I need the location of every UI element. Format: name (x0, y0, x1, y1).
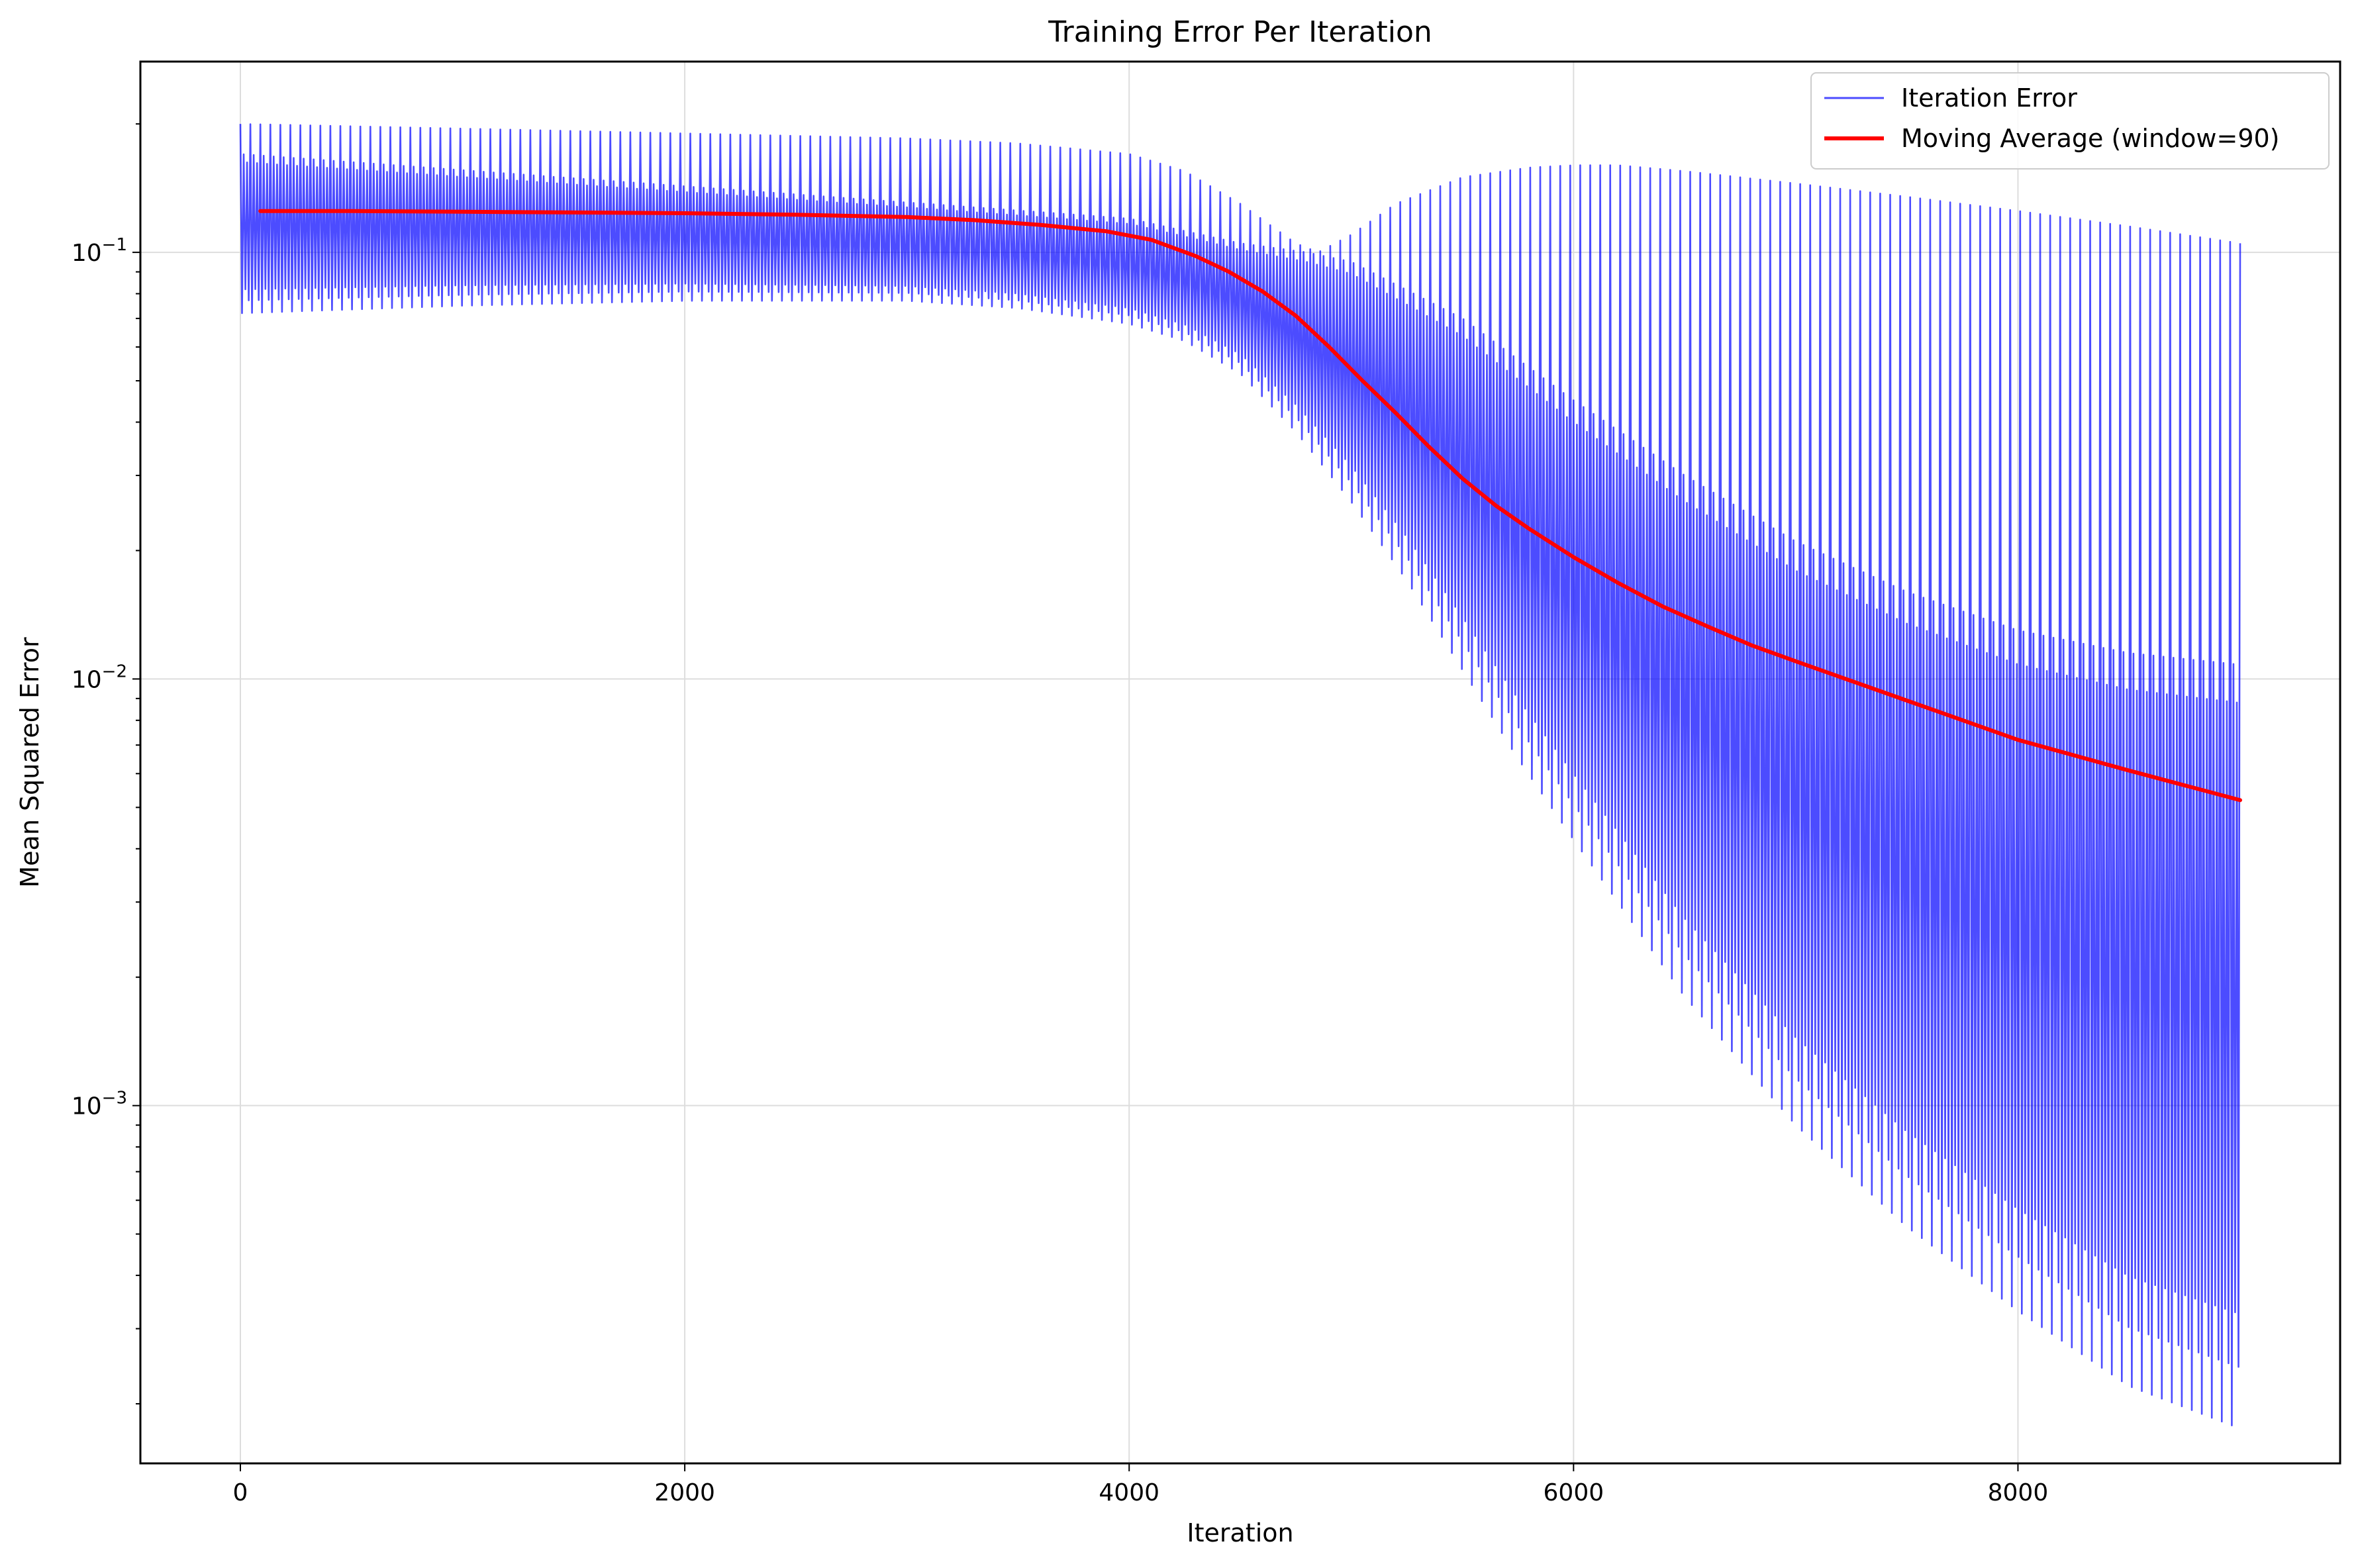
x-tick-label: 2000 (654, 1479, 715, 1506)
x-tick-label: 0 (233, 1479, 248, 1506)
x-tick-label: 6000 (1544, 1479, 1604, 1506)
legend-moving-average-label: Moving Average (window=90) (1901, 124, 2280, 153)
y-tick-exponent: −3 (102, 1089, 127, 1108)
moving-average-line (258, 209, 2242, 803)
series-layer (239, 123, 2242, 1426)
x-axis-label: Iteration (1187, 1518, 1293, 1547)
y-tick-label: 10−2 (72, 662, 127, 693)
plot-frame (139, 60, 2341, 1465)
y-axis-label: Mean Squared Error (15, 637, 44, 888)
legend-box (1810, 72, 2330, 170)
y-tick-exponent: −1 (102, 235, 127, 255)
x-tick-label: 4000 (1099, 1479, 1159, 1506)
x-tick-label: 8000 (1988, 1479, 2049, 1506)
chart-title: Training Error Per Iteration (1048, 15, 1432, 49)
y-tick-base: 10 (72, 1093, 102, 1120)
y-tick-base: 10 (72, 666, 102, 693)
y-tick-label: 10−1 (72, 235, 127, 267)
iteration-error-line (239, 123, 2241, 1426)
y-tick-exponent: −2 (102, 662, 127, 681)
y-tick-label: 10−3 (72, 1089, 127, 1120)
legend: Iteration Error Moving Average (window=90… (1810, 72, 2330, 170)
legend-iteration-error-label: Iteration Error (1901, 83, 2077, 113)
y-tick-base: 10 (72, 240, 102, 267)
